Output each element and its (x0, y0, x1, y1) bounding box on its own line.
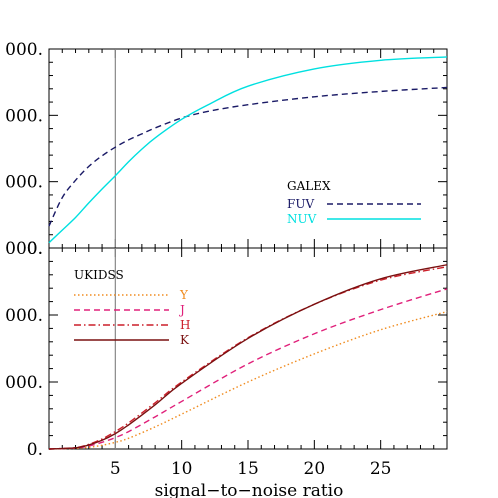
legend-label-h: H (180, 318, 190, 332)
x-tick-label: 5 (110, 459, 121, 479)
legend-label-fuv: FUV (287, 197, 314, 211)
legend-label-y: Y (179, 288, 189, 302)
top-y-tick-label: 000. (5, 40, 43, 60)
legend-label-k: K (180, 333, 190, 347)
legend-label-nuv: NUV (287, 212, 317, 226)
series-nuv-line (48, 56, 448, 244)
x-tick-label: 25 (370, 459, 392, 479)
legend-label-j: J (178, 303, 185, 317)
series-h-line (48, 266, 448, 450)
x-tick-label: 10 (171, 459, 193, 479)
series-fuv-line (48, 86, 448, 227)
top-y-tick-label: 0. (27, 239, 43, 259)
series-k-line (48, 264, 448, 450)
bottom-y-tick-label: 0. (27, 440, 43, 460)
top-y-tick-label: 000. (5, 173, 43, 193)
x-tick-label: 15 (237, 459, 259, 479)
galex-legend-title: GALEX (287, 179, 331, 193)
bottom-y-tick-label: 000. (5, 239, 43, 259)
bottom-y-tick-label: 000. (5, 306, 43, 326)
series-y-line (48, 310, 448, 450)
x-tick-label: 20 (304, 459, 326, 479)
bottom-y-tick-label: 000. (5, 373, 43, 393)
series-j-line (48, 288, 448, 450)
top-plot-frame (48, 48, 448, 249)
ukidss-legend-title: UKIDSS (74, 268, 124, 282)
x-axis-title: signal−to−noise ratio (155, 481, 344, 498)
top-y-tick-label: 000. (5, 106, 43, 126)
